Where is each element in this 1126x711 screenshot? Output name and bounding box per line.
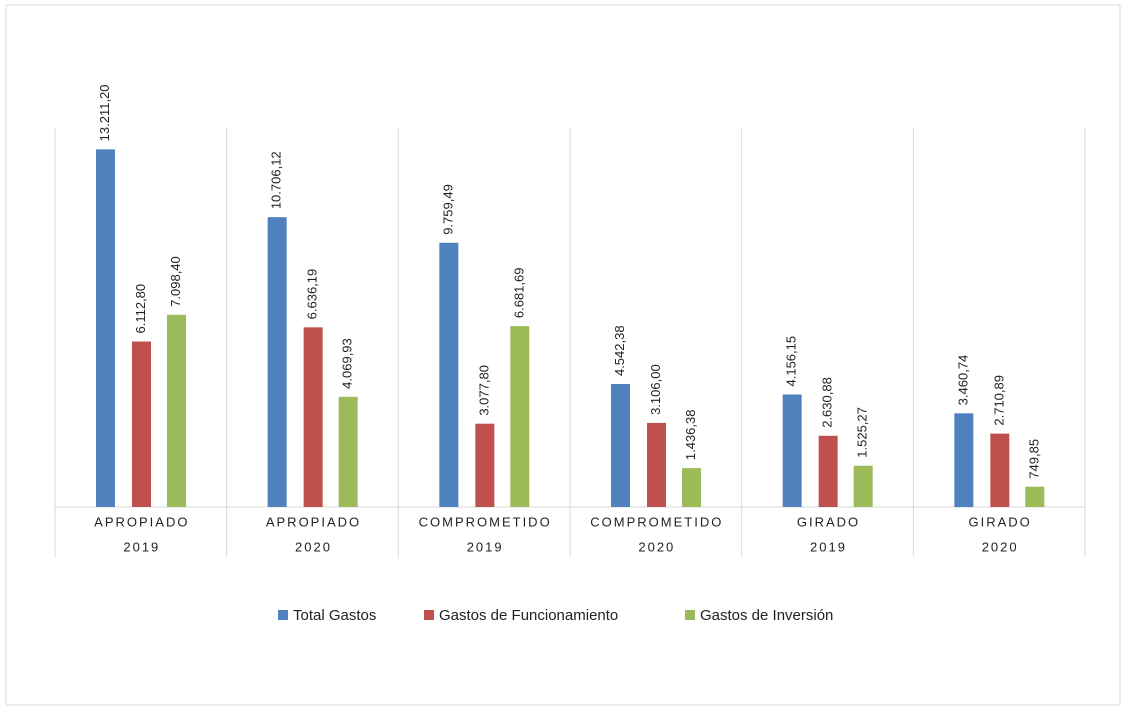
legend-swatch (278, 610, 288, 620)
value-label: 4.069,93 (340, 338, 355, 389)
value-label: 3.077,80 (476, 365, 491, 416)
bar (1025, 486, 1045, 507)
value-label: 13.211,20 (97, 84, 112, 141)
value-label: 6.636,19 (305, 269, 320, 320)
bar (338, 396, 358, 507)
value-label: 2.630,88 (820, 377, 835, 428)
bar (990, 433, 1010, 507)
x-tick-label: COMPROMETIDO (419, 514, 552, 529)
value-label: 1.436,38 (683, 410, 698, 461)
bar (611, 384, 630, 507)
bar (475, 423, 495, 507)
value-label: 7.098,40 (168, 256, 183, 307)
x-tick-label: 2020 (638, 539, 675, 554)
bar (510, 326, 530, 507)
bar (782, 394, 802, 507)
value-label: 1.525,27 (855, 407, 870, 458)
bar (682, 468, 701, 507)
x-tick-label: GIRADO (797, 514, 860, 529)
value-label: 9.759,49 (440, 184, 455, 235)
x-tick-label: 2019 (467, 539, 504, 554)
bar (267, 217, 287, 507)
bar (853, 465, 873, 507)
x-tick-label: 2019 (123, 539, 160, 554)
value-label: 6.112,80 (133, 284, 148, 334)
bar (647, 422, 666, 507)
value-label: 2.710,89 (991, 375, 1006, 426)
bar (818, 435, 838, 507)
x-tick-label: COMPROMETIDO (590, 514, 723, 529)
chart-border (5, 4, 1121, 706)
legend-swatch (424, 610, 434, 620)
bar (439, 242, 459, 507)
legend-swatch (685, 610, 695, 620)
bar (954, 413, 974, 507)
x-tick-label: 2020 (982, 539, 1019, 554)
legend-label: Total Gastos (293, 607, 376, 624)
x-tick-label: GIRADO (969, 514, 1032, 529)
value-label: 4.156,15 (784, 336, 799, 387)
bar (167, 314, 186, 507)
x-tick-label: APROPIADO (94, 514, 189, 529)
bar (303, 327, 323, 507)
value-label: 3.106,00 (648, 364, 663, 415)
legend-label: Gastos de Funcionamiento (439, 607, 618, 624)
bar (96, 149, 115, 507)
bar (132, 341, 151, 507)
value-label: 749,85 (1026, 439, 1041, 479)
x-tick-label: 2020 (295, 539, 332, 554)
x-tick-label: APROPIADO (266, 514, 361, 529)
value-label: 4.542,38 (612, 325, 627, 376)
x-tick-label: 2019 (810, 539, 847, 554)
legend-label: Gastos de Inversión (700, 607, 833, 624)
value-label: 3.460,74 (955, 355, 970, 406)
value-label: 6.681,69 (511, 268, 526, 319)
value-label: 10.706,12 (269, 151, 284, 209)
